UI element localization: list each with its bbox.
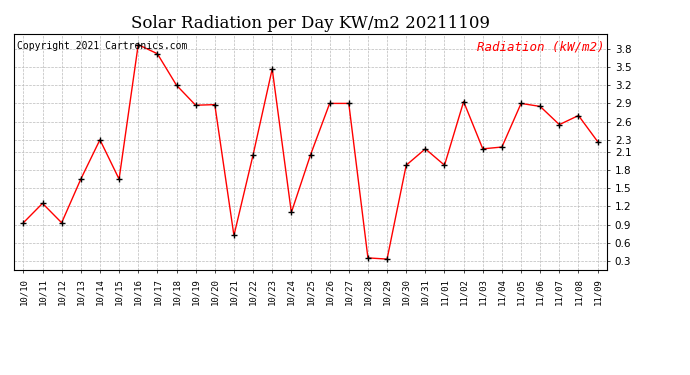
- Title: Solar Radiation per Day KW/m2 20211109: Solar Radiation per Day KW/m2 20211109: [131, 15, 490, 32]
- Text: Copyright 2021 Cartronics.com: Copyright 2021 Cartronics.com: [17, 41, 187, 51]
- Text: Radiation (kW/m2): Radiation (kW/m2): [477, 41, 604, 54]
